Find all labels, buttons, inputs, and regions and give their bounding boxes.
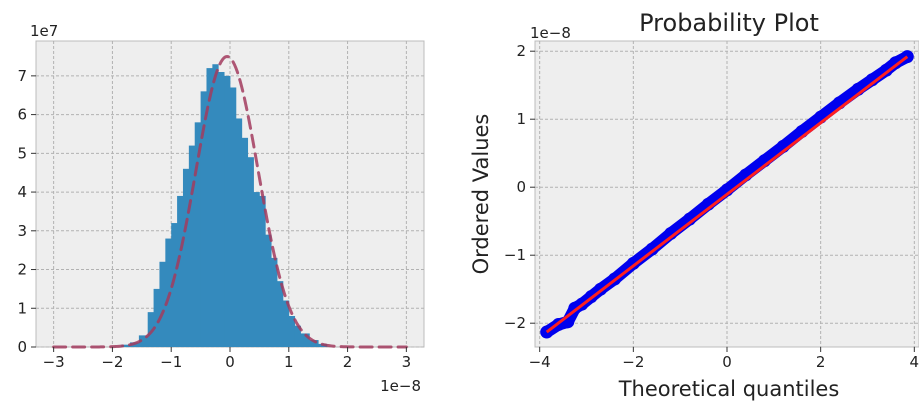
probability-plot-point [889,56,903,70]
histogram-bar [259,195,266,347]
histogram-y-tick-label: 4 [17,183,27,201]
histogram-y-tick-label: 0 [17,338,27,356]
histogram-bar [271,257,278,347]
histogram-y-tick-label: 7 [17,67,27,85]
histogram-bar [230,87,237,347]
probability-plot-panel: −4 −2 0 2 4 −2 −1 0 1 2 Probability Plot 1e−8 Th… [469,9,919,401]
histogram-y-tick-label: 3 [17,222,27,240]
histogram-bar [241,137,249,347]
probability-plot-x-tick-label: −4 [529,353,551,371]
histogram-panel: −3 −2 −1 0 1 2 3 0 1 2 3 4 5 6 7 1e7 1e−8 [17,22,425,395]
histogram-y-tick-label: 6 [17,106,27,124]
histogram-bar [212,64,219,347]
probability-plot-x-tick-label: 4 [910,353,919,371]
histogram-bar [294,325,301,347]
histogram-bar [159,261,166,347]
probability-plot-y-tick-label: 2 [516,42,526,60]
histogram-grid [36,41,424,348]
histogram-x-scale-label: 1e−8 [380,377,421,395]
probability-plot-x-axis-label: Theoretical quantiles [618,377,840,401]
histogram-y-scale-label: 1e7 [30,22,58,40]
histogram-bar [138,335,149,347]
histogram-fit-curve [52,54,408,349]
probability-plot-x-tick-label: −2 [622,353,644,371]
probability-plot-y-tick-label: −1 [504,246,526,264]
histogram-x-tick-label: 2 [343,353,353,371]
histogram-y-tick-label: 1 [17,299,27,317]
histogram-y-tick-label: 2 [17,261,27,279]
histogram-bar [277,281,284,347]
histogram-bar [300,333,310,347]
histogram-x-tick-label: 3 [402,353,412,371]
histogram-bar [206,68,213,347]
histogram-bar [194,122,202,348]
histogram-bar [253,192,260,347]
histogram-x-tick-label: 0 [225,353,235,371]
probability-plot-point [664,226,678,240]
histogram-bar [177,195,184,347]
histogram-x-tick-label: −3 [43,353,65,371]
histogram-bar [182,168,190,347]
histogram-x-tick-label: 1 [284,353,294,371]
histogram-bar [282,300,290,347]
histogram-bar [188,145,196,347]
histogram-bar [288,316,296,347]
probability-plot-y-ticks: −2 −1 0 1 2 [504,42,535,332]
probability-plot-y-axis-label: Ordered Values [469,114,493,275]
histogram-bar [153,288,160,347]
probability-plot-x-tick-label: 0 [722,353,732,371]
histogram-x-tick-label: −1 [160,353,182,371]
histogram-y-tick-label: 5 [17,144,27,162]
histogram-bar [235,118,243,347]
probability-plot-y-scale-label: 1e−8 [530,24,571,42]
probability-plot-x-tick-label: 2 [816,353,826,371]
histogram-bar [200,91,207,347]
probability-plot-x-ticks: −4 −2 0 2 4 [529,347,919,371]
histogram-bar [218,71,225,348]
probability-plot-point [865,73,879,87]
histogram-bar [121,344,131,347]
histogram-bar [224,75,231,348]
histogram-x-ticks: −3 −2 −1 0 1 2 3 [43,347,412,371]
probability-plot-fit-line [545,55,909,334]
histogram-x-tick-label: −2 [101,353,123,371]
histogram-bar [265,234,272,347]
probability-plot-point [683,212,697,226]
histogram-bar [171,223,178,347]
histogram-bar [247,157,254,347]
probability-plot-y-tick-label: −2 [504,314,526,332]
histogram-bar [309,340,319,347]
histogram-y-ticks: 0 1 2 3 4 5 6 7 [17,67,36,356]
histogram-bar [147,312,154,347]
probability-plot-y-tick-label: 1 [516,110,526,128]
probability-plot-y-tick-label: 0 [516,178,526,196]
probability-plot-title: Probability Plot [639,9,819,37]
